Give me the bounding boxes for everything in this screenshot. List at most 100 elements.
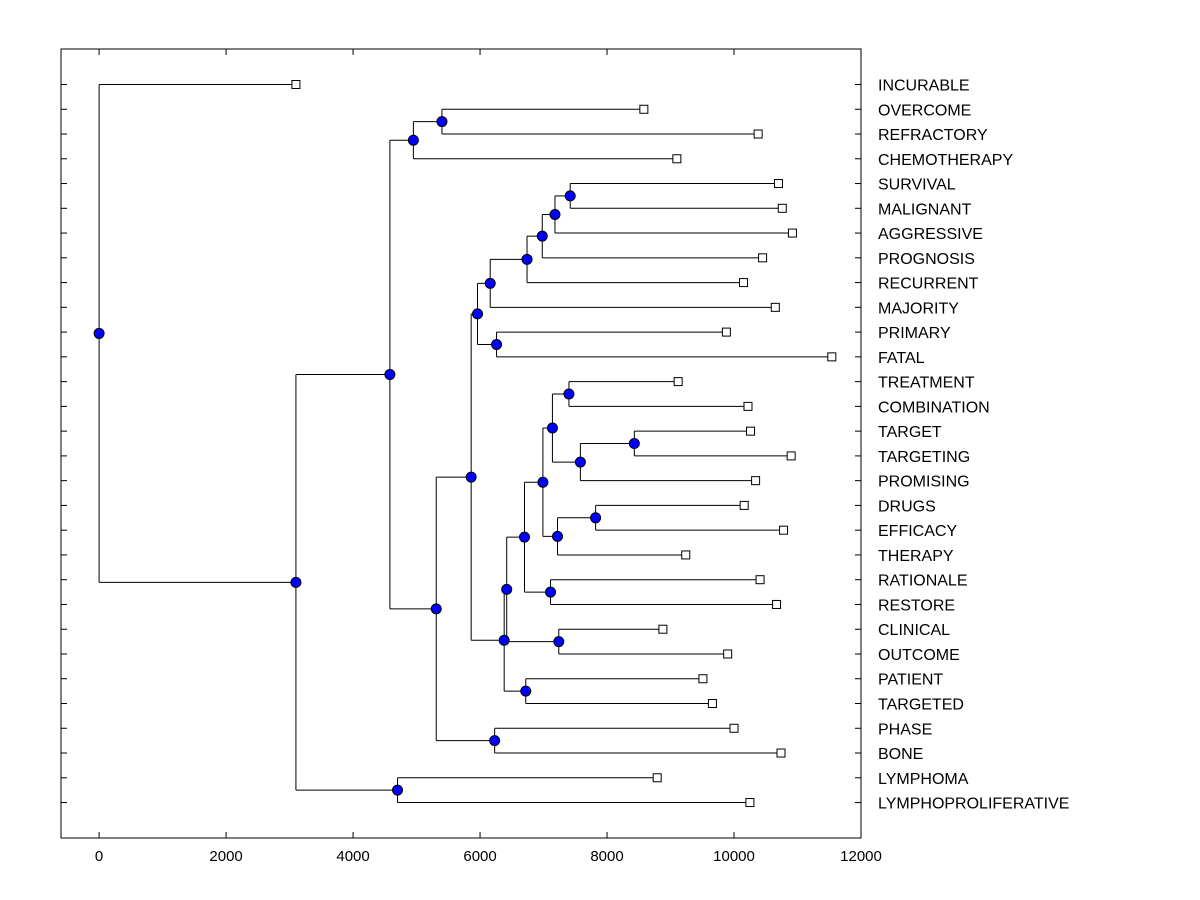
- merge-node-n21: [520, 685, 532, 697]
- leaf-marker-restore: [772, 599, 782, 609]
- leaf-label-fatal: FATAL: [878, 350, 925, 367]
- leaf-marker-clinical: [658, 624, 668, 634]
- leaf-marker-drugs: [739, 500, 749, 510]
- leaf-label-targeting: TARGETING: [878, 449, 970, 466]
- x-tick-label: 0: [95, 848, 103, 865]
- merge-node-n3: [564, 190, 576, 202]
- leaf-marker-outcome: [723, 649, 733, 659]
- merge-nodes: [93, 116, 640, 796]
- merge-node-n12: [574, 456, 586, 468]
- leaf-label-chemotherapy: CHEMOTHERAPY: [878, 152, 1013, 169]
- leaf-label-aggressive: AGGRESSIVE: [878, 226, 983, 243]
- merge-node-n6: [521, 253, 533, 265]
- leaf-label-restore: RESTORE: [878, 597, 955, 614]
- leaf-label-efficacy: EFFICACY: [878, 523, 957, 540]
- leaf-marker-phase: [729, 723, 739, 733]
- leaf-marker-chemotherapy: [672, 154, 682, 164]
- merge-node-n15: [552, 530, 564, 542]
- leaf-label-overcome: OVERCOME: [878, 102, 971, 119]
- x-axis-tick-labels: 0 2000 4000 6000 8000 10000 12000: [95, 848, 882, 865]
- leaf-marker-prognosis: [758, 253, 768, 263]
- merge-node-n18: [518, 531, 530, 543]
- leaf-marker-recurrent: [739, 278, 749, 288]
- merge-node-n20: [501, 583, 513, 595]
- merge-node-n2: [407, 134, 419, 146]
- merge-node-n24: [489, 735, 501, 747]
- x-tick-label: 6000: [463, 848, 496, 865]
- x-tick-label: 2000: [209, 848, 242, 865]
- leaf-marker-lymphoma: [652, 773, 662, 783]
- tick-marks: [61, 49, 862, 838]
- merge-node-n10: [563, 388, 575, 400]
- leaf-marker-therapy: [681, 550, 691, 560]
- merge-node-n26: [384, 369, 396, 381]
- x-tick-label: 10000: [713, 848, 755, 865]
- leaf-label-therapy: THERAPY: [878, 548, 954, 565]
- merge-node-n11: [628, 438, 640, 450]
- leaf-label-refractory: REFRACTORY: [878, 127, 988, 144]
- leaf-labels: INCURABLE OVERCOME REFRACTORY CHEMOTHERAPY S…: [878, 78, 1069, 813]
- leaf-markers: [291, 80, 837, 808]
- leaf-marker-bone: [776, 748, 786, 758]
- merge-node-n4: [549, 208, 561, 220]
- leaf-marker-overcome: [639, 104, 649, 114]
- leaf-marker-primary: [721, 327, 731, 337]
- merge-node-n22: [498, 634, 510, 646]
- leaf-label-recurrent: RECURRENT: [878, 276, 979, 293]
- leaf-marker-majority: [770, 302, 780, 312]
- leaf-label-targeted: TARGETED: [878, 697, 964, 714]
- leaf-marker-lymphoproliferative: [745, 798, 755, 808]
- merge-node-n28: [290, 576, 302, 588]
- leaf-marker-incurable: [291, 80, 301, 89]
- leaf-label-clinical: CLINICAL: [878, 622, 950, 639]
- leaf-label-survival: SURVIVAL: [878, 177, 956, 194]
- leaf-marker-rationale: [755, 575, 765, 585]
- leaf-marker-refractory: [753, 129, 763, 139]
- leaf-label-majority: MAJORITY: [878, 300, 959, 317]
- merge-node-n1: [436, 116, 448, 128]
- merge-node-n5: [536, 230, 548, 242]
- x-tick-label: 12000: [840, 848, 882, 865]
- leaf-label-rationale: RATIONALE: [878, 573, 968, 590]
- leaf-marker-targeting: [786, 451, 796, 461]
- leaf-label-phase: PHASE: [878, 721, 932, 738]
- leaf-marker-aggressive: [787, 228, 797, 238]
- merge-node-n29: [93, 327, 105, 339]
- leaf-label-incurable: INCURABLE: [878, 78, 970, 95]
- leaf-label-treatment: TREATMENT: [878, 375, 975, 392]
- merge-node-n8: [491, 338, 503, 350]
- leaf-marker-target: [746, 426, 756, 436]
- leaf-label-primary: PRIMARY: [878, 325, 951, 342]
- merge-node-n19: [553, 636, 565, 648]
- merge-node-n14: [590, 512, 602, 524]
- leaf-label-lymphoma: LYMPHOMA: [878, 771, 969, 788]
- merge-node-n16: [537, 476, 549, 488]
- leaf-label-bone: BONE: [878, 746, 923, 763]
- leaf-label-patient: PATIENT: [878, 672, 943, 689]
- leaf-label-outcome: OUTCOME: [878, 647, 960, 664]
- plot-frame: [60, 48, 862, 839]
- leaf-marker-malignant: [777, 203, 787, 213]
- leaf-label-combination: COMBINATION: [878, 399, 990, 416]
- leaf-marker-treatment: [673, 377, 683, 387]
- leaf-label-drugs: DRUGS: [878, 498, 936, 515]
- leaf-label-target: TARGET: [878, 424, 942, 441]
- leaf-label-malignant: MALIGNANT: [878, 201, 972, 218]
- leaf-marker-efficacy: [779, 525, 789, 535]
- merge-node-n9: [472, 308, 484, 320]
- leaf-label-promising: PROMISING: [878, 474, 970, 491]
- leaf-label-lymphoproliferative: LYMPHOPROLIFERATIVE: [878, 796, 1069, 813]
- leaf-marker-targeted: [707, 699, 717, 708]
- leaf-marker-survival: [773, 179, 783, 189]
- merge-node-n13: [546, 422, 558, 434]
- x-tick-label: 8000: [590, 848, 623, 865]
- merge-node-n27: [392, 784, 404, 796]
- merge-node-n25: [430, 603, 442, 615]
- leaf-marker-fatal: [827, 352, 837, 362]
- leaf-marker-promising: [751, 476, 761, 486]
- merge-node-n23: [465, 471, 477, 483]
- leaf-marker-patient: [698, 674, 708, 684]
- merge-node-n7: [484, 277, 496, 289]
